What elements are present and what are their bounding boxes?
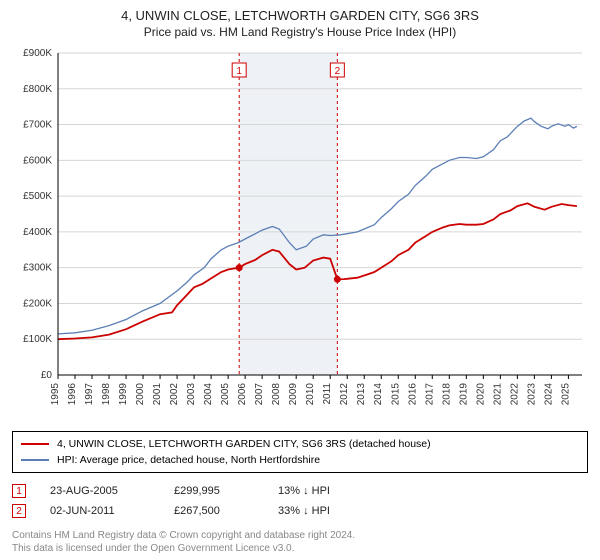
svg-text:2003: 2003	[186, 383, 197, 406]
license-line: Contains HM Land Registry data © Crown c…	[12, 529, 588, 542]
svg-text:£800K: £800K	[23, 84, 52, 95]
svg-text:2011: 2011	[322, 383, 333, 405]
svg-text:1995: 1995	[50, 383, 61, 406]
svg-text:£400K: £400K	[23, 227, 52, 238]
svg-text:2: 2	[335, 66, 341, 77]
legend-swatch	[21, 459, 49, 461]
svg-text:2020: 2020	[475, 383, 486, 406]
svg-text:1998: 1998	[101, 383, 112, 406]
svg-text:£100K: £100K	[23, 334, 52, 345]
svg-text:2013: 2013	[356, 383, 367, 406]
legend: 4, UNWIN CLOSE, LETCHWORTH GARDEN CITY, …	[12, 431, 588, 473]
svg-text:2023: 2023	[526, 383, 537, 406]
event-price: £299,995	[174, 485, 254, 497]
svg-text:1: 1	[236, 66, 242, 77]
event-table: 1 23-AUG-2005 £299,995 13% ↓ HPI 2 02-JU…	[12, 481, 588, 521]
svg-text:2008: 2008	[271, 383, 282, 406]
legend-label: HPI: Average price, detached house, Nort…	[57, 454, 320, 466]
svg-text:2006: 2006	[237, 383, 248, 406]
legend-swatch	[21, 443, 49, 445]
svg-text:2017: 2017	[424, 383, 435, 406]
svg-text:2009: 2009	[288, 383, 299, 406]
svg-text:2024: 2024	[543, 383, 554, 406]
svg-text:2025: 2025	[560, 383, 571, 406]
svg-text:2007: 2007	[254, 383, 265, 406]
event-row: 1 23-AUG-2005 £299,995 13% ↓ HPI	[12, 481, 588, 501]
svg-text:2015: 2015	[390, 383, 401, 406]
svg-text:2000: 2000	[135, 383, 146, 406]
svg-text:2004: 2004	[203, 383, 214, 406]
svg-text:2022: 2022	[509, 383, 520, 406]
svg-text:2001: 2001	[152, 383, 163, 406]
svg-text:£900K: £900K	[23, 48, 52, 59]
event-row: 2 02-JUN-2011 £267,500 33% ↓ HPI	[12, 501, 588, 521]
event-date: 02-JUN-2011	[50, 505, 150, 517]
svg-text:2018: 2018	[441, 383, 452, 406]
svg-text:1999: 1999	[118, 383, 129, 406]
event-marker: 1	[12, 484, 26, 498]
legend-row-price-paid: 4, UNWIN CLOSE, LETCHWORTH GARDEN CITY, …	[21, 436, 579, 452]
svg-text:£600K: £600K	[23, 155, 52, 166]
chart: £0 £100K £200K £300K £400K £500K £600K £700K £80…	[12, 45, 588, 425]
root: 4, UNWIN CLOSE, LETCHWORTH GARDEN CITY, …	[0, 0, 600, 560]
event-marker: 2	[12, 504, 26, 518]
svg-text:1997: 1997	[84, 383, 95, 406]
legend-row-hpi: HPI: Average price, detached house, Nort…	[21, 452, 579, 468]
chart-title: 4, UNWIN CLOSE, LETCHWORTH GARDEN CITY, …	[12, 8, 588, 23]
svg-text:£500K: £500K	[23, 191, 52, 202]
chart-svg: £0 £100K £200K £300K £400K £500K £600K £700K £80…	[12, 45, 588, 425]
svg-text:2005: 2005	[220, 383, 231, 406]
license-text: Contains HM Land Registry data © Crown c…	[12, 529, 588, 555]
svg-text:£300K: £300K	[23, 263, 52, 274]
svg-text:2016: 2016	[407, 383, 418, 406]
svg-text:£700K: £700K	[23, 120, 52, 131]
license-line: This data is licensed under the Open Gov…	[12, 542, 588, 555]
svg-text:2021: 2021	[492, 383, 503, 406]
chart-subtitle: Price paid vs. HM Land Registry's House …	[12, 25, 588, 39]
event-diff: 33% ↓ HPI	[278, 505, 368, 517]
legend-label: 4, UNWIN CLOSE, LETCHWORTH GARDEN CITY, …	[57, 438, 431, 450]
svg-text:2010: 2010	[305, 383, 316, 406]
svg-text:1996: 1996	[67, 383, 78, 406]
event-diff: 13% ↓ HPI	[278, 485, 368, 497]
event-price: £267,500	[174, 505, 254, 517]
svg-text:2014: 2014	[373, 383, 384, 406]
svg-text:2012: 2012	[339, 383, 350, 406]
event-date: 23-AUG-2005	[50, 485, 150, 497]
svg-text:£0: £0	[41, 370, 53, 381]
svg-text:2002: 2002	[169, 383, 180, 406]
svg-text:£200K: £200K	[23, 298, 52, 309]
svg-text:2019: 2019	[458, 383, 469, 406]
